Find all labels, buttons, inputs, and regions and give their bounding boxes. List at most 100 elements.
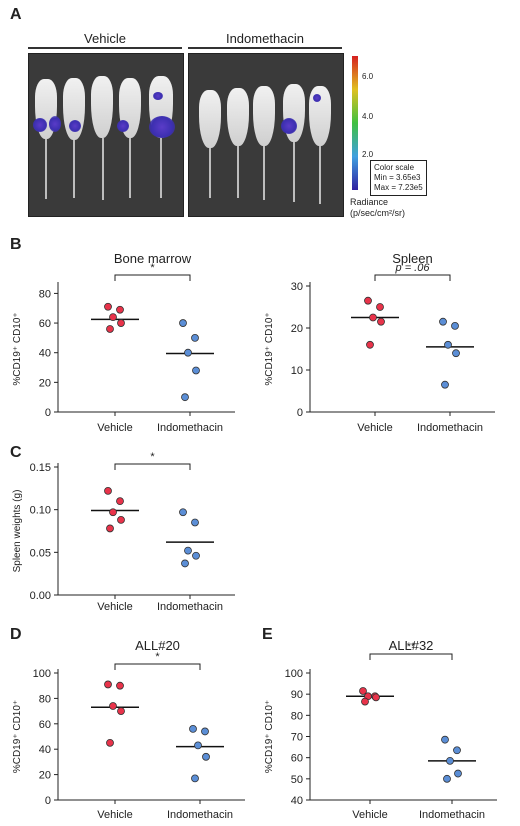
data-point bbox=[366, 340, 374, 349]
significance-label: * bbox=[155, 651, 160, 663]
spleen-chart: 0 10 20 30 Vehicle Indomethacin %CD19⁺ CD10⁺ Sp… bbox=[264, 251, 495, 434]
y-tick-label: 100 bbox=[33, 668, 51, 680]
data-point bbox=[192, 366, 200, 375]
data-point bbox=[454, 769, 462, 778]
radiance-label: Radiance (p/sec/cm²/sr) bbox=[350, 197, 405, 219]
data-point bbox=[116, 497, 124, 506]
y-tick-label: 0.10 bbox=[30, 505, 51, 517]
data-point bbox=[189, 724, 197, 733]
colorbar-tick-6: 6.0 bbox=[362, 72, 374, 81]
chart-title: ALL#32 bbox=[389, 638, 434, 653]
color-scale-min: Min = 3.65e3 bbox=[374, 173, 421, 182]
data-point bbox=[376, 303, 384, 311]
data-point bbox=[117, 516, 125, 524]
data-point bbox=[109, 508, 117, 517]
data-point bbox=[181, 559, 189, 568]
y-tick-label: 60 bbox=[39, 719, 51, 731]
significance-bracket bbox=[374, 274, 451, 281]
color-scale-max: Max = 7.23e5 bbox=[374, 183, 423, 192]
y-tick-label: 40 bbox=[39, 348, 51, 360]
y-tick-label: 0 bbox=[297, 407, 303, 419]
chart-title: ALL#20 bbox=[135, 638, 180, 653]
all20-chart: 0 20 40 60 80 100 Vehicle Indomethacin %CD19⁺ CD… bbox=[12, 638, 245, 821]
data-point bbox=[106, 325, 114, 333]
data-point bbox=[202, 752, 210, 761]
y-tick-label: 60 bbox=[39, 318, 51, 330]
panel-letter-b: B bbox=[10, 236, 22, 253]
data-point bbox=[372, 693, 380, 702]
data-point bbox=[191, 333, 199, 342]
y-tick-label: 0 bbox=[45, 407, 51, 419]
data-point bbox=[192, 551, 200, 560]
data-point bbox=[452, 349, 460, 358]
color-scale-title: Color scale bbox=[374, 163, 415, 172]
y-axis-title: %CD19⁺ CD10⁺ bbox=[12, 312, 23, 385]
y-tick-label: 80 bbox=[39, 693, 51, 705]
data-point bbox=[446, 756, 454, 765]
significance-label: ** bbox=[407, 641, 416, 653]
indomethacin-group-label: Indomethacin bbox=[225, 31, 305, 46]
data-point bbox=[106, 738, 114, 747]
bone-marrow-chart: 0 20 40 60 80 Vehicle Indomethacin %CD19⁺ CD10⁺… bbox=[12, 251, 235, 434]
data-point bbox=[179, 508, 187, 517]
panel-letter-c: C bbox=[10, 444, 22, 461]
data-point bbox=[117, 707, 125, 715]
colorbar-tick-2: 2.0 bbox=[362, 150, 374, 159]
significance-bracket bbox=[369, 653, 453, 660]
all32-chart: 40 50 60 70 80 90 100 Vehicle Indomethacin %CD19⁺… bbox=[264, 638, 497, 821]
y-tick-label: 10 bbox=[291, 365, 303, 377]
x-category-label: Vehicle bbox=[357, 422, 392, 434]
data-point bbox=[104, 302, 112, 311]
significance-label: * bbox=[150, 452, 155, 463]
data-point bbox=[194, 741, 202, 750]
data-point bbox=[104, 680, 112, 689]
panel-letter-e: E bbox=[262, 626, 273, 643]
radiance-colorbar bbox=[352, 56, 358, 190]
y-tick-label: 100 bbox=[285, 668, 303, 680]
data-point bbox=[117, 319, 125, 327]
data-point bbox=[444, 340, 452, 349]
chart-title: Bone marrow bbox=[114, 251, 192, 266]
x-category-label: Vehicle bbox=[97, 422, 132, 434]
data-point bbox=[104, 486, 112, 495]
y-tick-label: 20 bbox=[39, 377, 51, 389]
data-point bbox=[369, 313, 377, 322]
y-axis-title: %CD19⁺ CD10⁺ bbox=[12, 700, 23, 773]
y-axis-title: %CD19⁺ CD10⁺ bbox=[264, 312, 275, 385]
data-point bbox=[453, 746, 461, 755]
data-point bbox=[441, 380, 449, 389]
significance-label: p = .06 bbox=[395, 262, 431, 274]
x-category-label: Indomethacin bbox=[417, 422, 483, 434]
radiance-units: (p/sec/cm²/sr) bbox=[350, 208, 405, 218]
data-point bbox=[359, 687, 367, 695]
indomethacin-group-bar bbox=[188, 47, 342, 49]
y-tick-label: 50 bbox=[291, 774, 303, 786]
y-tick-label: 80 bbox=[39, 288, 51, 300]
data-point bbox=[116, 305, 124, 314]
y-tick-label: 90 bbox=[291, 689, 303, 701]
spleen-weights-chart: 0.00 0.05 0.10 0.15 Vehicle Indomethacin Splee… bbox=[12, 452, 235, 613]
chart-title: Spleen bbox=[392, 251, 432, 266]
y-tick-label: 30 bbox=[291, 281, 303, 293]
y-tick-label: 40 bbox=[39, 744, 51, 756]
data-point bbox=[191, 518, 199, 527]
data-point bbox=[377, 317, 385, 326]
y-tick-label: 70 bbox=[291, 732, 303, 744]
panel-letter-d: D bbox=[10, 626, 22, 643]
colorbar-tick-4: 4.0 bbox=[362, 112, 374, 121]
data-point bbox=[451, 322, 459, 330]
data-point bbox=[184, 348, 192, 357]
x-category-label: Vehicle bbox=[97, 601, 132, 613]
y-tick-label: 0.00 bbox=[30, 590, 51, 602]
x-category-label: Vehicle bbox=[352, 809, 387, 821]
data-point bbox=[184, 546, 192, 555]
indomethacin-mice-image bbox=[188, 53, 344, 217]
x-category-label: Vehicle bbox=[97, 809, 132, 821]
data-point bbox=[109, 313, 117, 322]
significance-bracket bbox=[114, 663, 201, 670]
data-point bbox=[191, 774, 199, 783]
data-point bbox=[201, 727, 209, 736]
y-tick-label: 60 bbox=[291, 753, 303, 765]
vehicle-mice-image bbox=[28, 53, 184, 217]
significance-bracket bbox=[114, 463, 191, 470]
